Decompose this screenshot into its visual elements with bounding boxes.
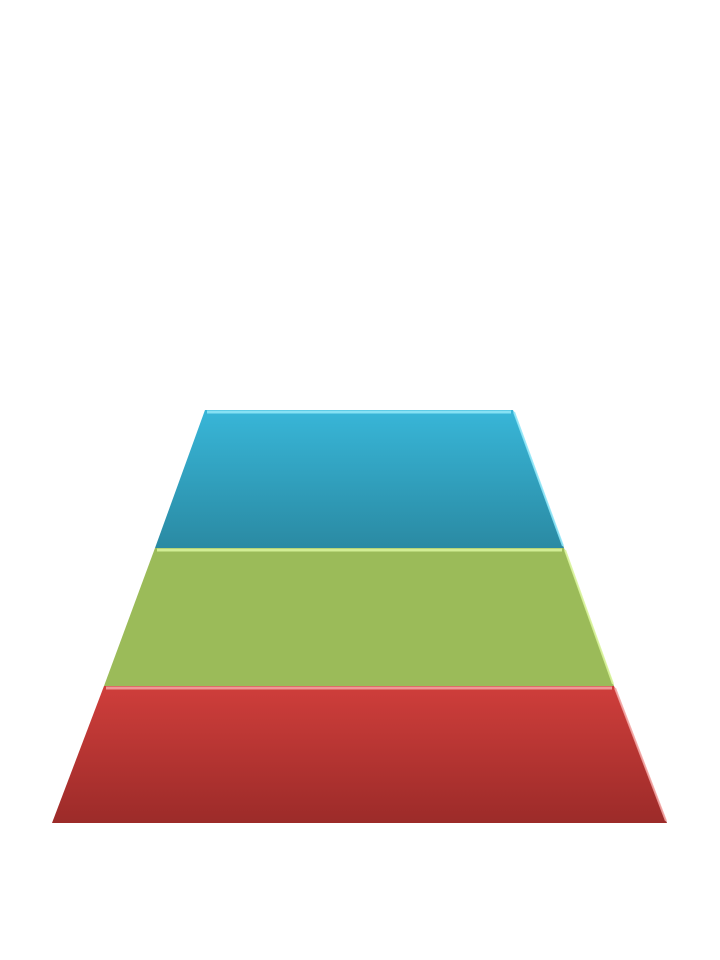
- pyramid-level-top-shape: [155, 410, 564, 548]
- pyramid-level-bottom-shape: [52, 686, 667, 823]
- pyramid-level-middle-right-bevel: [564, 549, 614, 685]
- pyramid-level-middle-shape: [104, 548, 614, 686]
- pyramid-level-middle: [104, 548, 614, 686]
- pyramid-level-bottom: [52, 686, 667, 823]
- pyramid-level-top: [155, 410, 564, 548]
- pyramid-level-top-right-bevel: [513, 411, 564, 547]
- pyramid-level-bottom-right-bevel: [614, 687, 667, 822]
